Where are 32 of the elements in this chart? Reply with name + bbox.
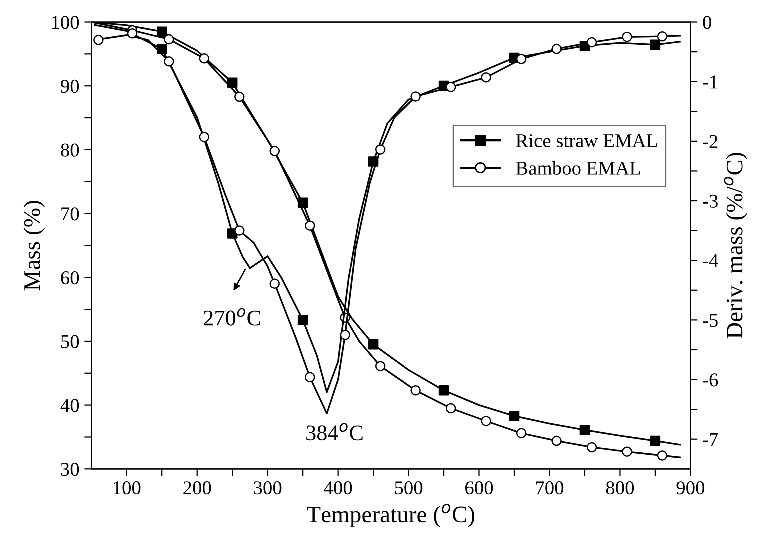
x-tick-label: 200 bbox=[184, 482, 212, 495]
x-tick-label: 500 bbox=[395, 482, 423, 495]
y-tick-label: 50 bbox=[62, 335, 80, 348]
y-tick-label: 100 bbox=[52, 16, 80, 30]
x-tick-label: 100 bbox=[114, 482, 141, 495]
x-tick-label: 300 bbox=[254, 482, 282, 495]
x-axis-title: Temperature ($^{o}$C) bbox=[307, 504, 475, 528]
y2-tick-label: -1 bbox=[703, 76, 718, 89]
legend-label: Bamboo EMAL bbox=[516, 161, 640, 175]
y2-tick-label: -5 bbox=[703, 314, 718, 328]
y-tick-label: 70 bbox=[62, 208, 80, 221]
legend-label: Rice straw EMAL bbox=[516, 134, 658, 148]
x-tick-label: 900 bbox=[676, 482, 705, 495]
x-tick-label: 400 bbox=[324, 482, 352, 495]
annotation: 270$^{o}$C bbox=[204, 308, 260, 326]
x-tick-label: 700 bbox=[536, 482, 564, 495]
y2-tick-label: -3 bbox=[703, 194, 718, 208]
y-tick-label: 90 bbox=[61, 80, 80, 94]
y-axis-title: Mass (%) bbox=[24, 201, 46, 291]
y2-tick-label: -7 bbox=[703, 433, 718, 446]
y-tick-label: 30 bbox=[61, 462, 80, 476]
y2-axis-title: Deriv. mass (%/$^{o}$C) bbox=[724, 153, 748, 339]
y-tick-label: 80 bbox=[61, 144, 80, 157]
x-tick-label: 600 bbox=[466, 482, 494, 495]
y2-tick-label: -2 bbox=[703, 135, 718, 148]
y2-tick-label: -4 bbox=[703, 254, 718, 268]
y-tick-label: 40 bbox=[60, 399, 80, 412]
annotation: 384$^{o}$C bbox=[306, 423, 363, 441]
y2-tick-label: 0 bbox=[703, 16, 712, 30]
y2-tick-label: -6 bbox=[703, 374, 718, 387]
y-tick-label: 60 bbox=[61, 271, 80, 285]
x-tick-label: 800 bbox=[606, 482, 634, 495]
